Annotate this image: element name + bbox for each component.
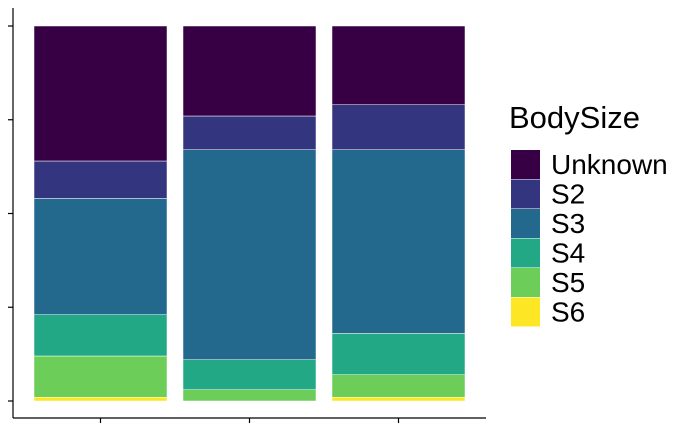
bar-segment-unknown-2 [182, 25, 317, 117]
legend-key-unknown [511, 150, 540, 179]
legend-key-s6 [511, 297, 540, 327]
bar-segment-s4-3 [331, 333, 466, 375]
bar-segment-s2-1 [33, 160, 168, 199]
legend-label-s4: S4 [551, 238, 585, 269]
legend-key-s5 [511, 268, 540, 297]
legend-label-s2: S2 [551, 179, 585, 210]
legend-label-s5: S5 [551, 267, 585, 298]
legend-title: BodySize [509, 100, 640, 135]
bar-segment-s5-1 [33, 355, 168, 398]
bar-segment-s5-3 [331, 374, 466, 398]
legend-key-s4 [511, 238, 540, 268]
bar-segment-s3-2 [182, 149, 317, 360]
bar-segment-s6-1 [33, 397, 168, 402]
bar-segment-s6-3 [331, 397, 466, 402]
bar-segment-unknown-1 [33, 25, 168, 162]
bar-segment-s3-1 [33, 198, 168, 315]
bar-segment-s5-2 [182, 389, 317, 402]
legend-label-unknown: Unknown [551, 149, 668, 180]
axes-layer [8, 8, 486, 423]
bar-segment-s4-1 [33, 314, 168, 357]
bar-segment-s2-2 [182, 115, 317, 150]
bar-segment-s2-3 [331, 104, 466, 150]
legend-label-s6: S6 [551, 297, 585, 328]
bar-segment-s4-2 [182, 359, 317, 390]
bar-segment-unknown-3 [331, 25, 466, 105]
legend-key-s3 [511, 209, 540, 238]
bar-segment-s3-3 [331, 149, 466, 334]
bars-layer [33, 25, 466, 402]
legend-label-s3: S3 [551, 208, 585, 239]
legend-key-s2 [511, 179, 540, 209]
